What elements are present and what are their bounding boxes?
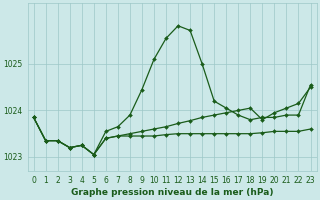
X-axis label: Graphe pression niveau de la mer (hPa): Graphe pression niveau de la mer (hPa): [71, 188, 273, 197]
